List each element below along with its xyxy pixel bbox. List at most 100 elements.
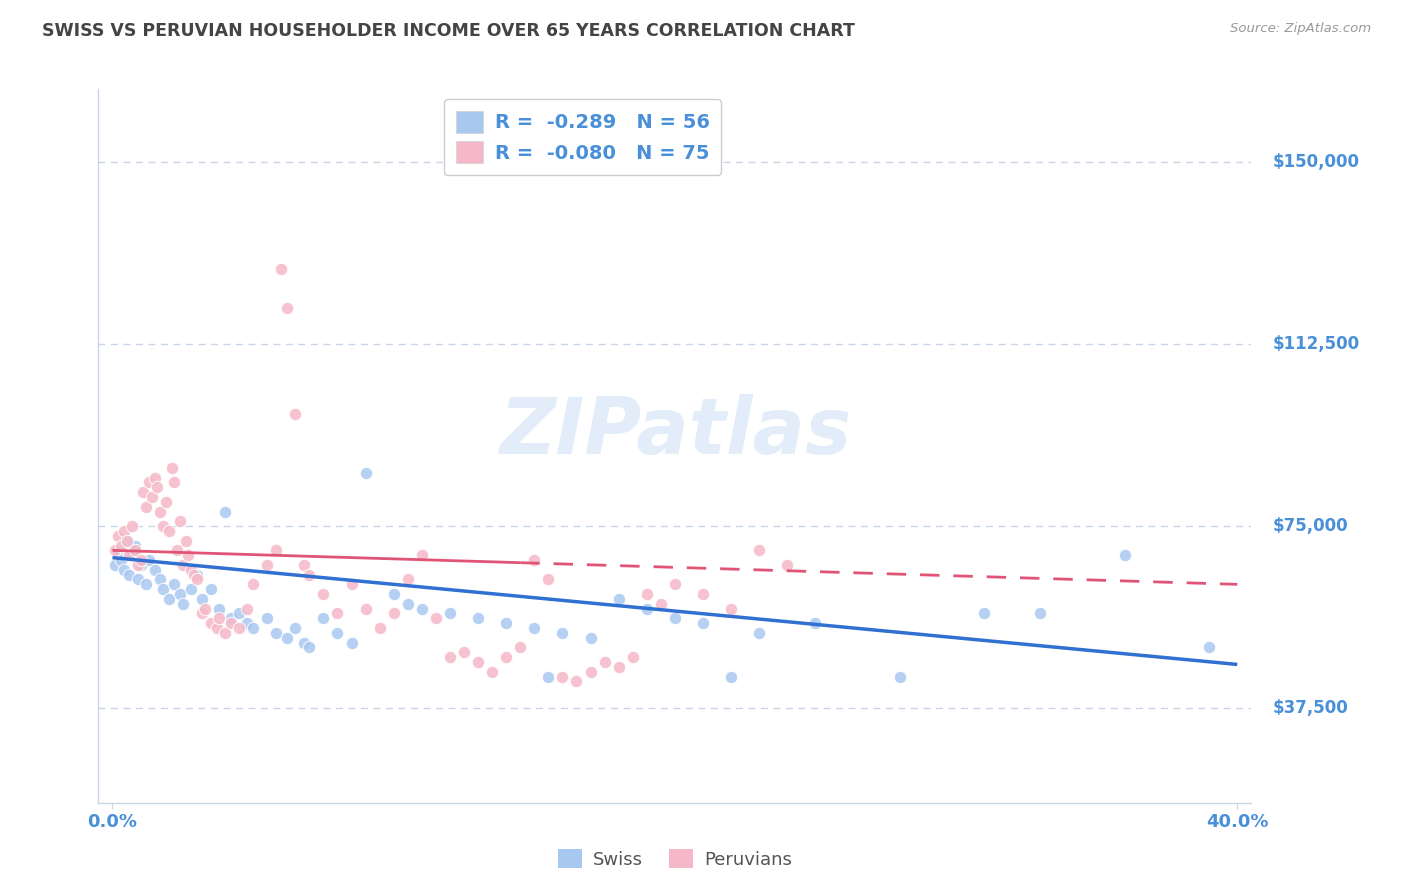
Point: [186, 573, 208, 587]
Point: [551, 626, 574, 640]
Point: [292, 635, 315, 649]
Point: [720, 670, 742, 684]
Point: [191, 607, 214, 621]
Point: [467, 655, 489, 669]
Point: [326, 607, 349, 621]
Point: [219, 611, 242, 625]
Point: [110, 553, 132, 567]
Point: [411, 548, 433, 562]
Point: [973, 607, 995, 621]
Point: [453, 645, 475, 659]
Point: [219, 616, 242, 631]
Point: [1114, 548, 1136, 562]
Point: [692, 587, 714, 601]
Point: [124, 543, 146, 558]
Point: [425, 611, 447, 625]
Point: [127, 573, 149, 587]
Point: [264, 543, 287, 558]
Point: [228, 621, 250, 635]
Point: [579, 665, 602, 679]
Point: [138, 553, 160, 567]
Point: [138, 475, 160, 490]
Point: [180, 582, 202, 597]
Point: [382, 607, 405, 621]
Point: [143, 470, 166, 484]
Point: [132, 485, 155, 500]
Point: [298, 567, 321, 582]
Point: [124, 539, 146, 553]
Point: [256, 558, 278, 572]
Point: [312, 611, 335, 625]
Point: [200, 582, 222, 597]
Point: [228, 607, 250, 621]
Text: $37,500: $37,500: [1272, 699, 1348, 717]
Point: [748, 626, 770, 640]
Point: [107, 529, 129, 543]
Point: [509, 640, 531, 655]
Point: [129, 558, 152, 572]
Point: [112, 563, 135, 577]
Point: [214, 504, 236, 518]
Point: [720, 601, 742, 615]
Point: [256, 611, 278, 625]
Point: [368, 621, 391, 635]
Point: [118, 567, 141, 582]
Point: [382, 587, 405, 601]
Point: [312, 587, 335, 601]
Point: [169, 514, 191, 528]
Point: [565, 674, 588, 689]
Point: [155, 495, 177, 509]
Point: [163, 577, 186, 591]
Point: [551, 670, 574, 684]
Point: [298, 640, 321, 655]
Point: [748, 543, 770, 558]
Point: [104, 558, 127, 572]
Point: [396, 597, 419, 611]
Point: [264, 626, 287, 640]
Point: [135, 500, 157, 514]
Point: [118, 548, 141, 562]
Point: [804, 616, 827, 631]
Point: [1198, 640, 1220, 655]
Point: [110, 539, 132, 553]
Point: [191, 591, 214, 606]
Point: [354, 601, 377, 615]
Point: [411, 601, 433, 615]
Text: ZIPatlas: ZIPatlas: [499, 393, 851, 470]
Point: [135, 577, 157, 591]
Point: [889, 670, 911, 684]
Point: [186, 567, 208, 582]
Point: [177, 548, 200, 562]
Point: [166, 543, 188, 558]
Point: [537, 573, 560, 587]
Point: [214, 626, 236, 640]
Point: [129, 553, 152, 567]
Point: [242, 621, 264, 635]
Point: [143, 563, 166, 577]
Point: [146, 480, 169, 494]
Point: [242, 577, 264, 591]
Point: [276, 631, 298, 645]
Point: [292, 558, 315, 572]
Point: [284, 621, 307, 635]
Point: [650, 597, 672, 611]
Point: [481, 665, 503, 679]
Point: [579, 631, 602, 645]
Point: [149, 573, 172, 587]
Point: [396, 573, 419, 587]
Point: [340, 577, 363, 591]
Point: [149, 504, 172, 518]
Point: [169, 587, 191, 601]
Point: [1029, 607, 1052, 621]
Point: [284, 408, 307, 422]
Point: [121, 548, 143, 562]
Point: [340, 635, 363, 649]
Point: [354, 466, 377, 480]
Point: [152, 519, 174, 533]
Point: [172, 558, 194, 572]
Point: [183, 567, 205, 582]
Point: [270, 261, 292, 276]
Point: [326, 626, 349, 640]
Point: [141, 490, 163, 504]
Text: SWISS VS PERUVIAN HOUSEHOLDER INCOME OVER 65 YEARS CORRELATION CHART: SWISS VS PERUVIAN HOUSEHOLDER INCOME OVE…: [42, 22, 855, 40]
